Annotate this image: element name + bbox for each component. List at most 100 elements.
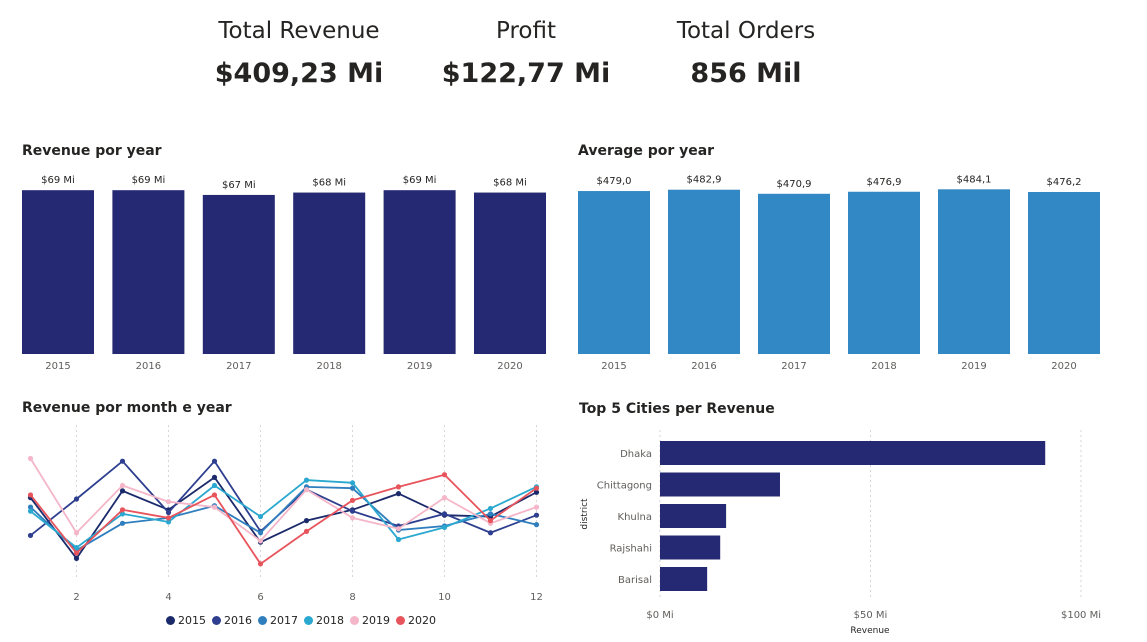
legend-label: 2018 [316, 614, 344, 627]
x-tick-label: 12 [530, 592, 543, 603]
legend-label: 2016 [224, 614, 252, 627]
bar-2018 [848, 191, 920, 354]
legend-label: 2020 [408, 614, 436, 627]
series-point-2020 [119, 507, 126, 513]
x-tick-label: 4 [165, 592, 171, 603]
legend-item-2018[interactable]: 2018 [304, 614, 344, 627]
x-tick-label: 2018 [316, 361, 341, 372]
series-point-2019 [211, 504, 218, 510]
kpi-value: $409,23 Mi [214, 58, 384, 89]
series-point-2016 [73, 496, 80, 502]
x-tick-label: 10 [438, 592, 451, 603]
legend-label: 2017 [270, 614, 298, 627]
bar-data-label: $482,9 [687, 175, 722, 186]
series-point-2018 [395, 536, 402, 543]
line-chart-legend: 2015 2016 2017 2018 2019 2020 [166, 614, 436, 627]
revenue-year-title: Revenue por year [22, 143, 162, 159]
y-tick-label: Barisal [618, 575, 652, 586]
kpi-profit: Profit $122,77 Mi [426, 18, 626, 89]
series-point-2016 [441, 511, 448, 517]
bar-Khulna [660, 504, 727, 528]
bar-data-label: $67 Mi [222, 180, 256, 191]
series-point-2020 [395, 484, 402, 490]
series-point-2015 [395, 491, 402, 497]
bar-data-label: $69 Mi [132, 175, 166, 186]
average-year-title: Average por year [578, 143, 715, 159]
x-tick-label: 8 [349, 592, 355, 603]
x-tick-label: 2020 [497, 361, 522, 372]
series-point-2015 [119, 488, 126, 494]
top-cities-title: Top 5 Cities per Revenue [579, 401, 775, 417]
x-tick-label: 2015 [45, 361, 70, 372]
x-tick-label: 6 [257, 592, 263, 603]
bar-data-label: $484,1 [957, 174, 992, 185]
legend-label: 2015 [178, 614, 206, 627]
series-point-2018 [119, 511, 126, 517]
series-point-2019 [27, 455, 34, 462]
series-point-2019 [441, 495, 448, 501]
x-tick-label: 2 [73, 592, 79, 603]
bar-Rajshahi [660, 535, 721, 560]
series-point-2018 [73, 545, 80, 551]
series-line-2017 [29, 485, 537, 552]
series-point-2019 [533, 504, 540, 510]
series-point-2018 [257, 513, 264, 520]
series-point-2019 [119, 482, 126, 489]
bar-Barisal [660, 567, 708, 591]
series-line-2015 [29, 476, 537, 560]
series-line-2019 [29, 458, 537, 543]
series-point-2015 [533, 489, 540, 495]
y-tick-label: Khulna [618, 512, 652, 523]
series-point-2020 [303, 528, 310, 535]
kpi-label: Profit [496, 18, 556, 44]
bar-Chittagong [660, 472, 780, 497]
x-tick-label: $0 Mi [646, 610, 673, 621]
legend-item-2019[interactable]: 2019 [350, 614, 390, 627]
bar-2017 [758, 193, 830, 354]
series-point-2016 [211, 458, 218, 464]
legend-item-2016[interactable]: 2016 [212, 614, 252, 627]
bar-data-label: $476,2 [1047, 177, 1082, 188]
series-point-2018 [487, 505, 494, 512]
bar-data-label: $69 Mi [403, 175, 437, 186]
bar-2015 [22, 190, 94, 354]
legend-label: 2019 [362, 614, 390, 627]
y-tick-label: Dhaka [620, 449, 652, 460]
bar-2019 [383, 190, 456, 354]
bar-2018 [293, 192, 366, 354]
bar-2016 [112, 190, 185, 354]
series-point-2020 [165, 515, 172, 521]
legend-item-2017[interactable]: 2017 [258, 614, 298, 627]
bar-2017 [202, 194, 275, 354]
series-point-2016 [27, 532, 34, 539]
bar-data-label: $69 Mi [41, 175, 75, 186]
x-tick-label: 2015 [601, 361, 626, 372]
series-point-2016 [487, 530, 494, 536]
series-point-2019 [303, 486, 310, 493]
bar-2020 [1028, 191, 1100, 354]
series-point-2020 [487, 518, 494, 524]
x-tick-label: 2019 [961, 361, 986, 372]
legend-dot-icon [304, 616, 313, 625]
series-point-2020 [533, 485, 540, 491]
series-point-2018 [303, 477, 310, 483]
legend-dot-icon [166, 616, 175, 625]
x-tick-label: 2019 [407, 361, 432, 372]
kpi-label: Total Orders [676, 18, 816, 44]
series-point-2018 [349, 480, 356, 486]
bar-2019 [938, 189, 1010, 354]
series-point-2019 [395, 526, 402, 532]
series-point-2017 [487, 511, 494, 517]
series-point-2020 [349, 497, 356, 503]
legend-item-2020[interactable]: 2020 [396, 614, 436, 627]
series-point-2016 [165, 509, 172, 516]
series-point-2017 [349, 485, 356, 491]
legend-dot-icon [258, 616, 267, 625]
series-point-2019 [165, 499, 172, 505]
bar-data-label: $476,9 [867, 177, 902, 188]
revenue-month-title: Revenue por month e year [22, 400, 232, 416]
series-point-2020 [441, 472, 448, 478]
legend-item-2015[interactable]: 2015 [166, 614, 206, 627]
bar-Dhaka [660, 441, 1046, 465]
